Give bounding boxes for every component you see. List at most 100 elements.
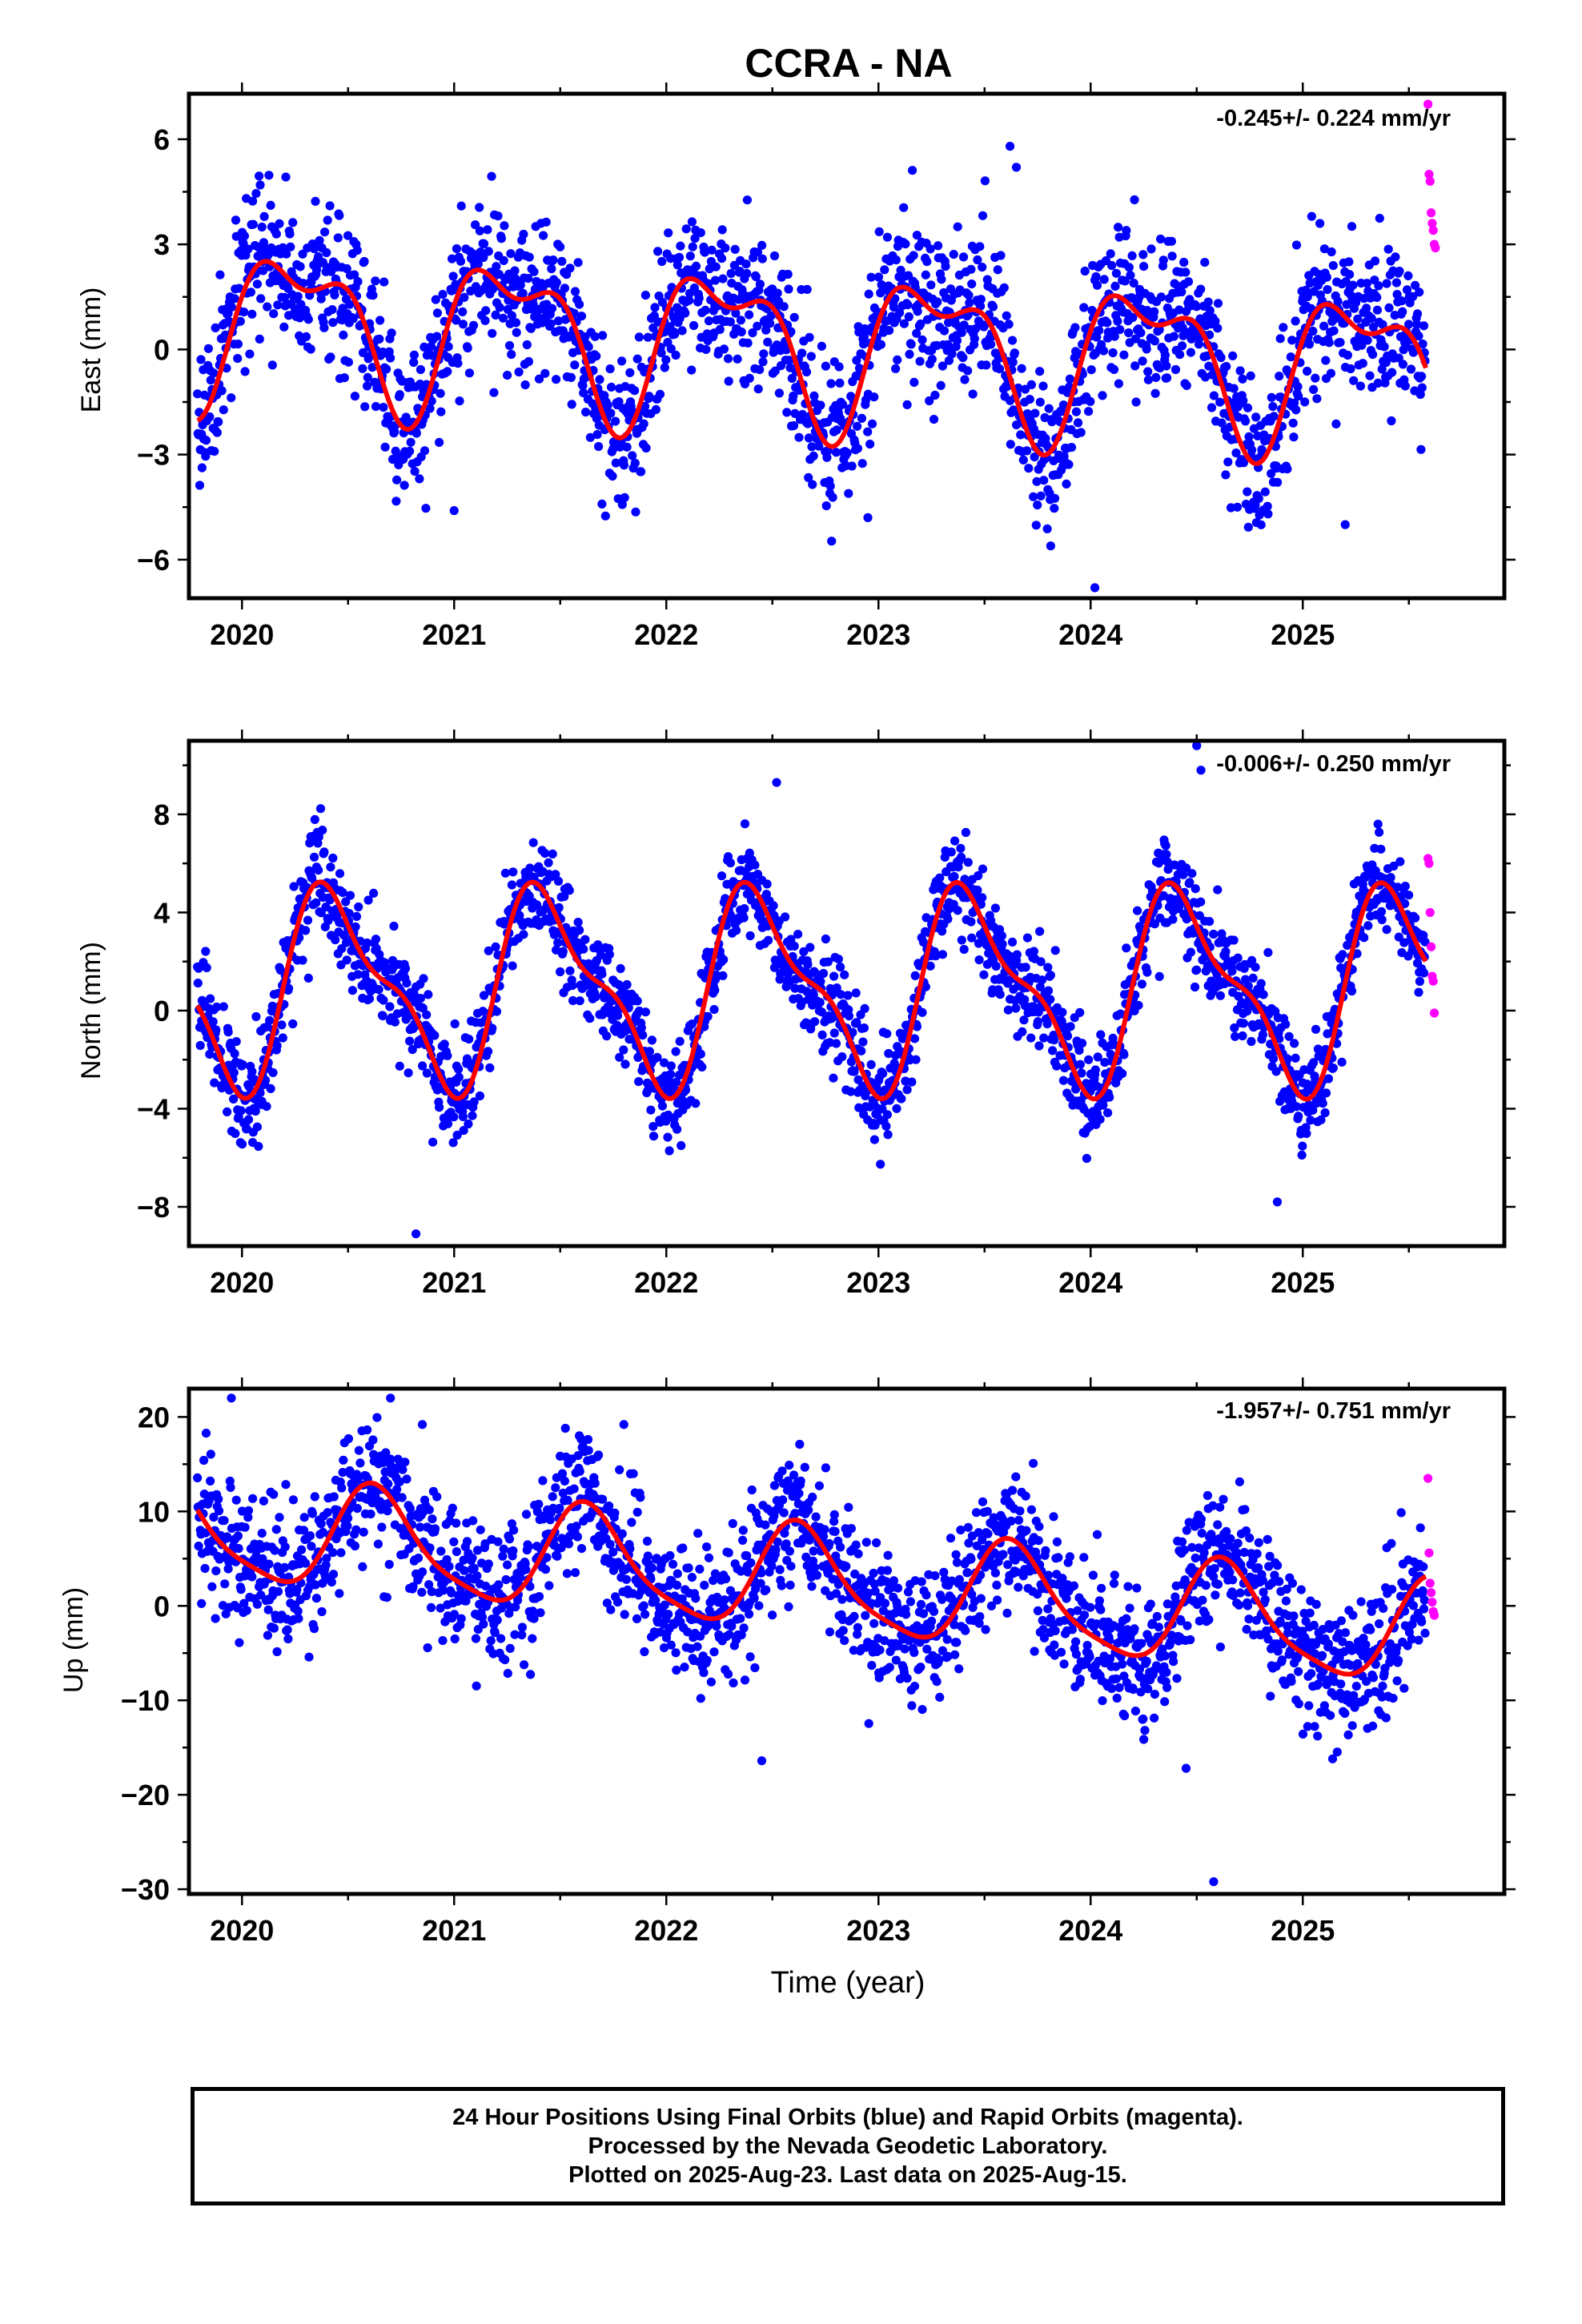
data-point [458, 1112, 468, 1121]
data-point [492, 1007, 502, 1016]
data-point [408, 1582, 418, 1591]
data-point [1359, 933, 1369, 943]
data-point [484, 946, 493, 955]
data-point [311, 196, 320, 206]
data-point [946, 847, 956, 857]
data-point [385, 1002, 395, 1011]
data-point [789, 391, 798, 401]
data-point [1098, 346, 1109, 356]
y-tick-label: 8 [154, 798, 170, 831]
data-point [231, 215, 241, 225]
data-point [345, 891, 355, 900]
data-point [390, 1017, 400, 1027]
data-point [891, 364, 901, 373]
data-point [264, 1559, 274, 1569]
data-point [789, 312, 799, 322]
data-point [436, 407, 446, 416]
data-point [201, 947, 211, 956]
data-point [1279, 323, 1288, 332]
data-point [572, 1532, 583, 1542]
data-point [1275, 334, 1285, 344]
data-point [1130, 334, 1140, 344]
data-point [947, 349, 957, 359]
data-point [309, 852, 319, 862]
data-point [745, 310, 754, 320]
data-point [322, 1554, 331, 1563]
data-point [439, 1586, 448, 1595]
data-point [846, 1087, 856, 1096]
data-point [620, 493, 629, 503]
data-point [745, 848, 754, 858]
data-point [279, 322, 289, 332]
data-point [1031, 521, 1041, 530]
data-point [892, 1104, 901, 1113]
data-point [1406, 364, 1416, 374]
data-point [1306, 1116, 1315, 1125]
data-point [960, 375, 970, 384]
data-point [736, 316, 746, 325]
data-point [1231, 1031, 1240, 1041]
data-point [1263, 501, 1272, 511]
data-point [424, 1580, 434, 1590]
data-point [1239, 458, 1248, 468]
data-point [342, 263, 351, 274]
data-point [935, 873, 945, 883]
data-point [853, 421, 862, 431]
data-point [298, 955, 307, 965]
data-point [718, 971, 728, 980]
data-point [1094, 326, 1104, 336]
data-point [1337, 1057, 1347, 1067]
data-point [794, 432, 804, 442]
data-point [477, 1612, 488, 1622]
data-point [1037, 975, 1047, 985]
data-point [194, 1542, 203, 1551]
data-point [292, 1585, 302, 1594]
rapid-point [1426, 942, 1436, 951]
data-point [719, 344, 729, 354]
data-point [1151, 372, 1161, 382]
data-point [885, 326, 894, 336]
data-point [331, 935, 340, 945]
data-point [957, 328, 966, 337]
data-point [265, 1015, 275, 1025]
data-point [933, 297, 942, 307]
data-point [212, 428, 222, 437]
data-point [568, 981, 577, 991]
data-point [496, 1634, 506, 1643]
data-point [511, 318, 521, 328]
data-point [428, 1137, 438, 1147]
data-point [1271, 1067, 1281, 1076]
data-point [707, 245, 717, 255]
data-point [522, 340, 532, 350]
data-point [1417, 372, 1427, 381]
data-point [1162, 361, 1171, 371]
data-point [927, 355, 937, 364]
data-point [782, 408, 792, 417]
data-point [411, 1229, 421, 1239]
data-point [611, 416, 620, 426]
data-point [1248, 973, 1258, 983]
data-point [507, 311, 517, 320]
data-point [1283, 1054, 1292, 1063]
data-point [1330, 314, 1339, 324]
data-point [1417, 383, 1427, 392]
data-point [938, 927, 947, 936]
data-point [1215, 991, 1225, 1000]
data-point [1404, 320, 1414, 329]
data-point [476, 1525, 485, 1534]
data-point [757, 240, 767, 250]
data-point [462, 1054, 472, 1063]
data-point [449, 506, 459, 516]
data-point [1398, 307, 1407, 316]
data-point [1377, 364, 1387, 374]
data-point [1289, 432, 1299, 442]
data-point [687, 1019, 697, 1029]
data-point [594, 442, 604, 452]
data-point [406, 437, 416, 447]
data-point [1241, 416, 1251, 426]
data-point [193, 1473, 203, 1482]
data-point [367, 363, 377, 372]
data-point [1243, 522, 1253, 532]
data-point [239, 308, 249, 317]
up-final-points [193, 1393, 1430, 1887]
